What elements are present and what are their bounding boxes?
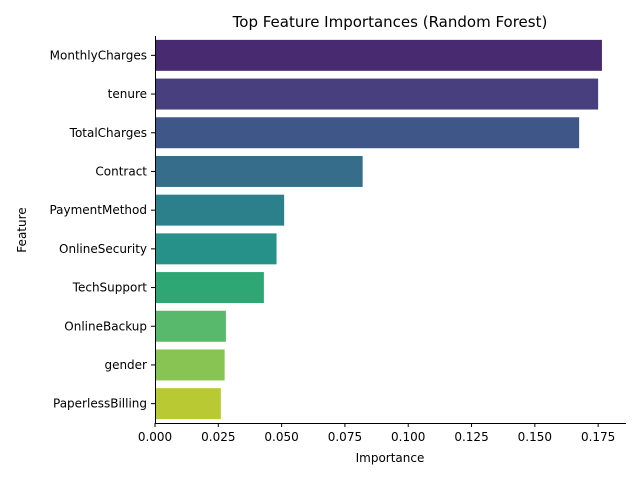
x-tick-label: 0.125 <box>454 430 488 444</box>
y-tick-label: OnlineBackup <box>64 319 147 333</box>
y-tick-label: MonthlyCharges <box>50 48 147 62</box>
y-tick-label: gender <box>104 358 147 372</box>
bar-totalcharges <box>155 117 580 149</box>
y-axis-ticks: MonthlyCharges tenure TotalCharges Contract… <box>49 48 155 411</box>
bar-tenure <box>155 78 599 110</box>
y-tick-label: TotalCharges <box>69 126 147 140</box>
bars-group <box>155 39 602 420</box>
bar-onlinesecurity <box>155 233 277 265</box>
x-tick-label: 0.075 <box>328 430 362 444</box>
bar-onlinebackup <box>155 310 226 342</box>
y-tick-label: OnlineSecurity <box>59 242 147 256</box>
bar-paymentmethod <box>155 194 285 226</box>
x-tick-label: 0.025 <box>201 430 235 444</box>
x-tick-label: 0.050 <box>264 430 298 444</box>
y-tick-label: PaperlessBilling <box>53 397 147 411</box>
chart-title: Top Feature Importances (Random Forest) <box>232 13 548 31</box>
y-tick-label: PaymentMethod <box>49 203 147 217</box>
bar-gender <box>155 349 225 381</box>
y-tick-label: TechSupport <box>72 281 148 295</box>
bar-paperlessbilling <box>155 388 221 420</box>
x-axis-ticks: 0.000 0.025 0.050 0.075 0.100 0.125 0.150 0.175 <box>138 423 615 444</box>
x-tick-label: 0.150 <box>518 430 552 444</box>
x-tick-label: 0.175 <box>581 430 615 444</box>
x-tick-label: 0.000 <box>138 430 172 444</box>
bar-techsupport <box>155 272 264 304</box>
x-tick-label: 0.100 <box>391 430 425 444</box>
y-tick-label: tenure <box>108 87 147 101</box>
x-axis-label: Importance <box>356 451 425 465</box>
y-tick-label: Contract <box>95 164 147 178</box>
bar-contract <box>155 155 363 187</box>
bar-monthlycharges <box>155 39 602 71</box>
y-axis-label: Feature <box>15 207 29 252</box>
